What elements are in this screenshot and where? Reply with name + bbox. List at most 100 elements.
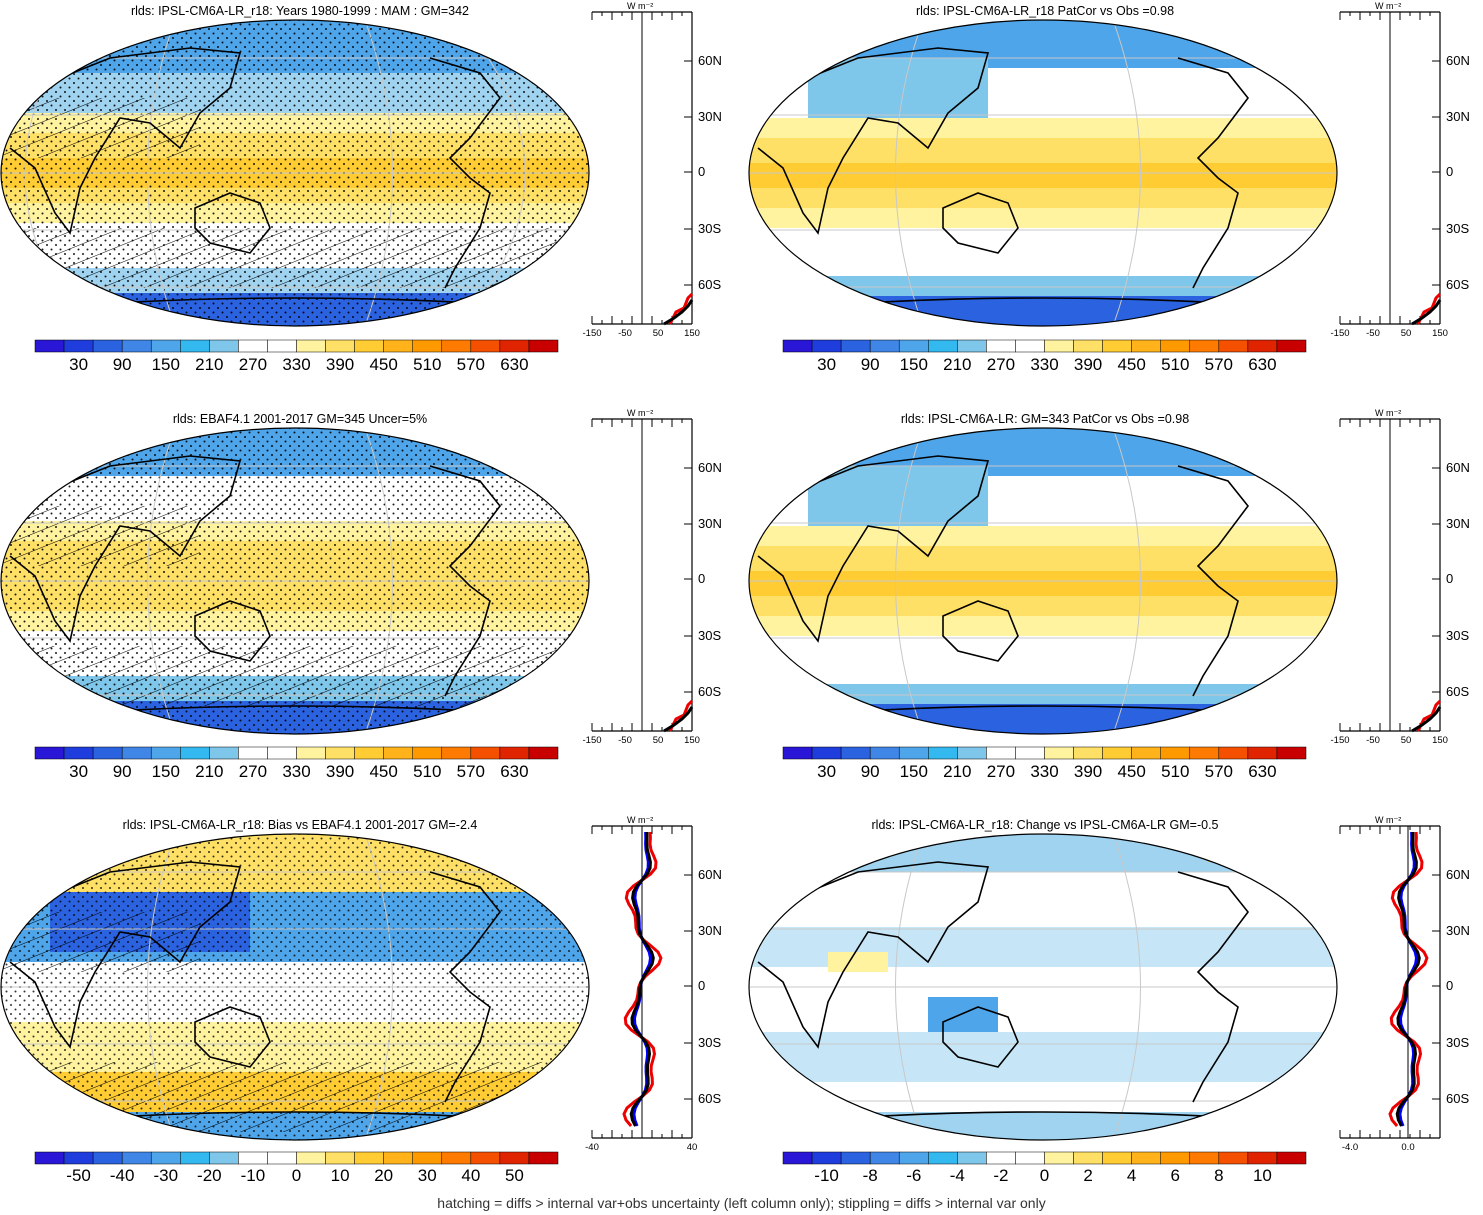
- profile-x-tick-label: -150: [582, 328, 602, 339]
- profile-x-tick-label: -50: [618, 735, 632, 746]
- colorbar-tick-label: -8: [862, 1166, 878, 1185]
- profile-x-tick-label: 50: [1400, 328, 1412, 339]
- colorbar-swatch: [928, 1151, 958, 1165]
- latitude-label: 0: [698, 571, 706, 586]
- colorbar-swatch: [296, 746, 326, 760]
- colorbar-tick-label: 390: [325, 355, 355, 374]
- profile-x-tick-label: -40: [585, 1142, 599, 1153]
- colorbar-tick-label: 330: [282, 762, 311, 781]
- zonal-profile-model-patcor: [1339, 11, 1442, 326]
- colorbar-swatch: [1247, 339, 1278, 353]
- profile-unit-label: W m⁻²: [627, 1, 654, 11]
- colorbar-swatch: [354, 339, 384, 353]
- colorbar-swatch: [121, 746, 152, 760]
- colorbar-swatch: [1247, 746, 1278, 760]
- colorbar-swatch: [1102, 1151, 1132, 1165]
- colorbar-obs: [34, 746, 559, 760]
- colorbar-swatch: [782, 1151, 813, 1165]
- colorbar-swatch: [1276, 1151, 1307, 1165]
- colorbar-tick-label: 210: [943, 762, 972, 781]
- profile-x-tick-label: -50: [1366, 328, 1380, 339]
- colorbar-swatch: [63, 1151, 94, 1165]
- colorbar-swatch: [412, 1151, 443, 1165]
- colorbar-swatch: [1044, 746, 1074, 760]
- colorbar-swatch: [928, 339, 958, 353]
- colorbar-swatch: [869, 746, 900, 760]
- colorbar-swatch: [1218, 746, 1249, 760]
- colorbar-swatch: [238, 339, 268, 353]
- colorbar-swatch: [1160, 339, 1191, 353]
- colorbar-tick-label: 510: [413, 355, 442, 374]
- colorbar-tick-label: 270: [238, 762, 268, 781]
- colorbar-swatch: [1131, 339, 1161, 353]
- colorbar-tick-label: 510: [1161, 355, 1190, 374]
- colorbar-swatch: [150, 746, 181, 760]
- colorbar-swatch: [986, 1151, 1016, 1165]
- colorbar-tick-label: 570: [1204, 762, 1234, 781]
- panel-title-bias: rlds: IPSL-CM6A-LR_r18: Bias vs EBAF4.1 …: [122, 818, 478, 832]
- colorbar-swatch: [441, 746, 472, 760]
- colorbar-tick-label: 40: [461, 1166, 481, 1185]
- colorbar-swatch: [957, 1151, 987, 1165]
- latitude-label: 60N: [698, 53, 722, 68]
- colorbar-tick-label: -30: [153, 1166, 179, 1185]
- profile-x-tick-label: 150: [1432, 735, 1448, 746]
- latitude-label: 60N: [1446, 867, 1470, 882]
- latitude-label: 30N: [1446, 109, 1470, 124]
- colorbar-tick-label: 390: [1073, 355, 1103, 374]
- profile-x-tick-label: -50: [1366, 735, 1380, 746]
- colorbar-tick-label: 0: [1039, 1166, 1050, 1185]
- profile-obs-line: [663, 706, 694, 733]
- colorbar-labels-ens: 30 90 150 210 270 330 390 450 510 570 630: [783, 762, 1306, 784]
- colorbar-swatch: [898, 746, 929, 760]
- colorbar-tick-label: -10: [240, 1166, 266, 1185]
- colorbar-swatch: [470, 339, 501, 353]
- colorbar-swatch: [180, 746, 210, 760]
- colorbar-swatch: [957, 746, 987, 760]
- colorbar-swatch: [412, 746, 443, 760]
- colorbar-swatch: [1276, 746, 1307, 760]
- colorbar-swatch: [383, 339, 413, 353]
- colorbar-ens: [782, 746, 1307, 760]
- colorbar-swatch: [499, 339, 530, 353]
- colorbar-swatch: [209, 746, 239, 760]
- colorbar-tick-label: 210: [943, 355, 972, 374]
- colorbar-tick-label: 4: [1126, 1166, 1137, 1185]
- colorbar-swatch: [957, 339, 987, 353]
- colorbar-tick-label: 270: [238, 355, 268, 374]
- profile-x-tick-label: 150: [1432, 328, 1448, 339]
- colorbar-swatch: [811, 339, 842, 353]
- colorbar-tick-label: 150: [899, 762, 928, 781]
- colorbar-tick-label: 630: [1248, 762, 1277, 781]
- colorbar-swatch: [1015, 339, 1045, 353]
- colorbar-tick-label: 20: [374, 1166, 394, 1185]
- colorbar-swatch: [325, 746, 355, 760]
- colorbar-tick-label: 6: [1170, 1166, 1180, 1185]
- latitude-label: 30S: [698, 628, 722, 643]
- colorbar-tick-label: 90: [112, 762, 132, 781]
- latitude-label: 60S: [1446, 277, 1470, 292]
- colorbar-change: [782, 1151, 1307, 1165]
- colorbar-swatch: [296, 1151, 326, 1165]
- profile-x-tick-label: -4.0: [1341, 1142, 1359, 1153]
- colorbar-tick-label: 10: [330, 1166, 350, 1185]
- map-change: [748, 833, 1338, 1141]
- profile-x-tick-label: 50: [652, 328, 664, 339]
- colorbar-tick-label: -2: [993, 1166, 1009, 1185]
- colorbar-tick-label: 90: [112, 355, 132, 374]
- colorbar-swatch: [470, 746, 501, 760]
- colorbar-model-patcor: [782, 339, 1307, 353]
- colorbar-tick-label: 570: [456, 762, 486, 781]
- profile-unit-label: W m⁻²: [627, 815, 654, 825]
- colorbar-swatch: [267, 746, 297, 760]
- colorbar-tick-label: -20: [197, 1166, 222, 1185]
- latitude-label: 30S: [1446, 221, 1470, 236]
- colorbar-swatch: [441, 1151, 472, 1165]
- latitude-label: 30N: [698, 516, 722, 531]
- colorbar-tick-label: 150: [151, 355, 180, 374]
- colorbar-swatch: [499, 746, 530, 760]
- latitude-label: 30S: [698, 221, 722, 236]
- colorbar-swatch: [34, 339, 65, 353]
- latitude-label: 60N: [1446, 460, 1470, 475]
- colorbar-tick-label: 630: [500, 355, 529, 374]
